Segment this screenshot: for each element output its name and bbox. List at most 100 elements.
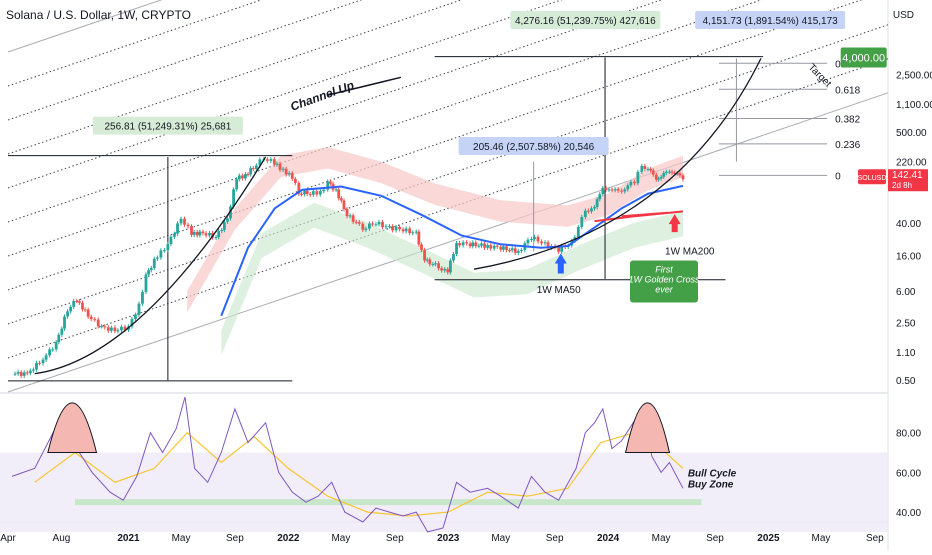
price-candle [431,264,435,266]
price-candle [616,189,620,191]
price-candle [458,243,462,246]
rsi-axis-tick: 40.00 [896,508,921,519]
price-candle [89,316,93,320]
price-candle [388,226,391,228]
price-candle [657,178,660,180]
time-axis-tick: Aug [53,533,71,544]
price-candle [420,244,423,250]
price-axis-tick: 0.50 [896,376,916,387]
price-candle [38,362,41,364]
price-candle [176,223,179,234]
price-candle [113,327,117,332]
price-candle [179,218,183,224]
price-candle [290,173,294,179]
price-candle [328,181,332,184]
price-axis-tick: 2.50 [896,318,916,329]
price-candle [155,257,159,259]
channel-line [7,24,889,325]
price-candle [300,193,303,195]
price-candle [546,242,550,248]
time-axis-tick: May [172,533,191,544]
price-candle [220,229,224,231]
rsi-top-marker-1 [47,402,98,454]
price-candle [404,228,408,232]
price-candle [60,328,64,335]
price-candle [480,243,483,246]
measure-1-label: 256.81 (51,249.31%) 25,681 [104,122,231,133]
price-candle [576,226,580,238]
price-candle [560,245,564,252]
symbol-tag-label: SOLUSD [858,175,887,182]
price-candle [417,231,421,245]
price-candle [508,250,511,252]
price-candle [106,327,110,331]
price-candle [169,236,173,245]
price-candle [675,173,679,175]
price-candle [86,309,90,317]
target-price-box [840,47,887,68]
price-candle [192,231,196,235]
price-candle [533,236,536,240]
measure-3-box [510,11,661,29]
price-axis-tick: 1.10 [896,348,916,359]
price-candle [620,190,624,192]
price-candle [381,221,384,227]
price-candle [662,172,666,177]
price-candle [144,274,148,292]
price-candle [673,172,677,174]
price-candle [116,330,120,332]
price-candle [305,190,309,195]
price-candle [208,232,211,236]
price-candle [668,171,671,173]
price-candle [489,245,493,249]
last-price-label: 142.41 [892,170,923,181]
channel-line [7,0,663,223]
price-candle [166,244,170,251]
price-candle [583,210,587,217]
ma50-line [220,184,684,317]
price-candle [519,250,523,252]
price-candle [214,237,218,239]
price-candle [626,185,630,190]
price-candle [526,239,530,244]
price-candle [377,221,381,225]
price-axis-tick: 500.00 [896,128,927,139]
channel-up-arrow [327,76,402,96]
price-candle [134,314,137,320]
price-axis-tick: 1,100.00 [896,100,932,111]
price-candle [237,175,241,180]
price-candle [22,372,26,376]
price-candle [226,218,229,222]
price-candle [468,243,472,247]
price-candle [443,269,447,271]
price-candle [437,263,440,269]
price-candle [334,189,338,191]
price-candle [374,224,378,226]
price-candle [173,233,176,237]
price-candle [604,187,608,190]
price-candle [629,181,633,186]
ma200-highlight [621,211,668,218]
channel-line [7,0,463,155]
price-candle [66,311,69,317]
price-candle [339,198,343,201]
price-candle [284,168,288,175]
price-candle [342,200,346,210]
price-candle [281,168,285,170]
price-candle [48,349,52,356]
price-candle [83,309,87,311]
price-candle [337,189,341,199]
price-candle [51,349,55,351]
price-candle [593,207,596,209]
price-candle [428,259,432,265]
price-candle [510,248,514,251]
price-candle [41,359,45,364]
price-candle [16,372,20,374]
price-candle [201,231,205,234]
symbol-tag [858,169,886,185]
price-candle [57,334,61,343]
price-candle [147,270,151,275]
price-candle [659,176,663,179]
price-candle [425,259,429,261]
price-candle [318,191,322,195]
